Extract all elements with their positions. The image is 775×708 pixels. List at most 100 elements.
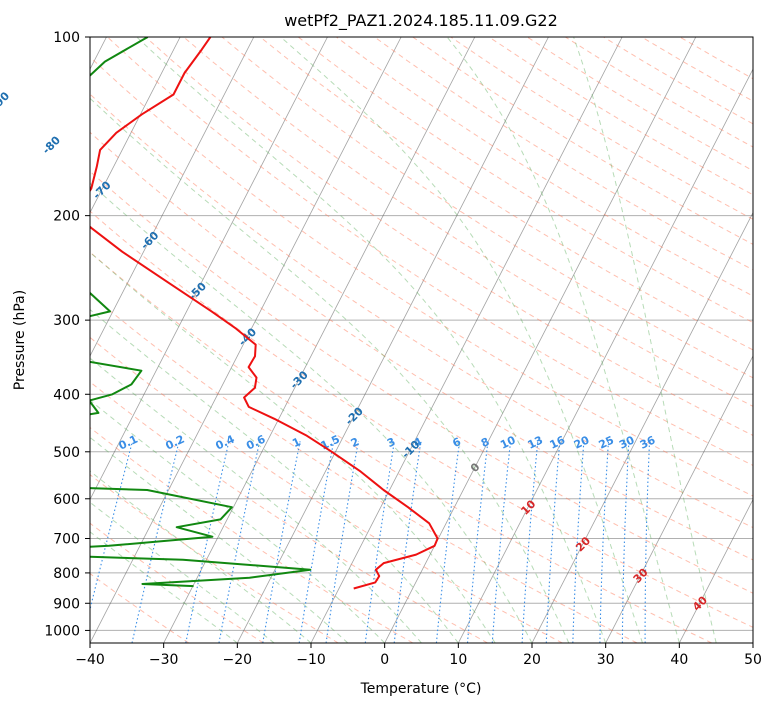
- mixing-ratio-line: [599, 441, 610, 643]
- mixing-ratio-line: [435, 441, 461, 643]
- moist-adiabat-line: [280, 37, 643, 643]
- isotherm-line: [531, 211, 753, 643]
- moist-adiabat-line: [90, 436, 349, 643]
- y-tick-label: 900: [53, 596, 80, 612]
- mixing-ratio-label: 25: [597, 433, 616, 451]
- mixing-ratio-label: 0.2: [163, 433, 186, 453]
- y-tick-label: 200: [53, 209, 80, 225]
- isotherm-line: [90, 37, 255, 357]
- isotherm-line: [605, 355, 753, 643]
- chart-title: wetPf2_PAZ1.2024.185.11.09.G22: [284, 11, 558, 31]
- isotherm-line: [90, 37, 328, 501]
- mixing-ratio-line: [491, 441, 512, 643]
- isotherm-label: 20: [573, 534, 593, 554]
- dry-adiabat-line: [90, 522, 264, 643]
- y-axis: 1000 900 800 700 600 500 400 300 200 100: [44, 30, 90, 639]
- dry-adiabat-line: [90, 251, 712, 643]
- moist-adiabat-line: [90, 531, 238, 643]
- mixing-ratio-label: 13: [526, 433, 545, 451]
- moist-adiabat-line: [90, 399, 386, 643]
- mixing-ratio-line: [131, 441, 180, 643]
- mixing-ratio-labels: 0.1 0.2 0.4 0.6 1 1.5 2 3 4 6 8 10 13 16 20 25 30 36: [117, 432, 658, 452]
- dry-adiabat-line: [259, 37, 753, 351]
- isotherm-label: -50: [186, 280, 209, 303]
- y-tick-label: 1000: [44, 623, 80, 639]
- isotherm-label: 40: [690, 593, 710, 613]
- y-tick-label: 400: [53, 387, 80, 403]
- x-tick-label: 50: [744, 652, 762, 668]
- mixing-ratio-line: [393, 441, 422, 643]
- x-tick-label: 40: [670, 652, 688, 668]
- isotherm-line: [457, 68, 753, 643]
- dry-adiabat-line: [297, 37, 753, 324]
- dry-adiabat-line: [183, 37, 753, 407]
- mixing-ratio-label: 6: [450, 435, 463, 450]
- y-tick-label: 100: [53, 30, 80, 46]
- isotherm-line: [384, 37, 697, 643]
- background-lines: [90, 37, 753, 643]
- isotherm-line: [752, 642, 753, 643]
- dry-adiabat-line: [90, 573, 190, 643]
- dry-adiabat-line: [374, 37, 753, 271]
- isotherm-line: [678, 498, 753, 643]
- mixing-ratio-line: [466, 441, 489, 643]
- dry-adiabat-line: [221, 37, 753, 379]
- isotherm-label: -60: [138, 229, 161, 252]
- mixing-ratio-label: 8: [479, 435, 491, 450]
- mixing-ratio-line: [521, 441, 539, 643]
- mixing-ratio-line: [621, 441, 630, 643]
- dry-adiabat-line: [488, 37, 753, 196]
- moist-adiabat-line: [446, 37, 680, 643]
- isotherm-label: -90: [0, 89, 12, 112]
- isotherm-line: [236, 37, 549, 643]
- moist-adiabat-line: [90, 251, 496, 643]
- dry-adiabat-line: [603, 37, 753, 125]
- x-tick-label: −30: [149, 652, 179, 668]
- dry-adiabat-line: [90, 426, 414, 643]
- isotherm-label: -80: [40, 133, 63, 156]
- x-tick-label: 30: [597, 652, 615, 668]
- y-tick-label: 500: [53, 445, 80, 461]
- x-tick-label: 10: [449, 652, 467, 668]
- isotherm-line: [310, 37, 623, 643]
- mixing-ratio-label: 20: [572, 433, 592, 451]
- x-axis: −40 −30 −20 −10 0 10 20 30 40 50: [75, 643, 762, 668]
- moist-adiabat-line: [90, 182, 533, 643]
- isotherm-label: -30: [288, 368, 311, 391]
- mixing-ratio-line: [325, 441, 359, 643]
- moist-adiabat-line: [90, 357, 422, 643]
- dewpoint-profile-line: [90, 37, 312, 588]
- moist-adiabat-line: [573, 37, 717, 643]
- mixing-ratio-label: 36: [638, 433, 658, 451]
- mixing-ratio-line: [545, 441, 561, 643]
- dry-adiabat-line: [90, 210, 753, 628]
- dry-adiabat-line: [641, 37, 753, 102]
- moist-adiabat-line: [136, 37, 607, 643]
- mixing-ratio-line: [644, 441, 651, 643]
- x-tick-label: 20: [523, 652, 541, 668]
- mixing-ratio-line: [90, 441, 133, 612]
- x-tick-label: −40: [75, 652, 105, 668]
- mixing-ratio-line: [262, 441, 301, 643]
- dry-adiabat-line: [90, 56, 753, 497]
- y-axis-title: Pressure (hPa): [12, 290, 28, 390]
- mixing-ratio-line: [218, 441, 261, 643]
- x-tick-label: 0: [380, 652, 389, 668]
- isotherm-label: 30: [631, 566, 651, 586]
- dry-adiabat-line: [679, 37, 753, 80]
- mixing-ratio-label: 16: [548, 433, 568, 451]
- mixing-ratio-label: 0.1: [117, 433, 140, 453]
- y-tick-label: 700: [53, 532, 80, 548]
- x-axis-title: Temperature (°C): [360, 681, 482, 697]
- y-tick-label: 600: [53, 492, 80, 508]
- y-tick-label: 800: [53, 566, 80, 582]
- dry-adiabat-line: [90, 93, 753, 529]
- moist-adiabat-line: [90, 470, 312, 643]
- mixing-ratio-line: [364, 441, 395, 643]
- isotherm-label: -20: [343, 404, 366, 427]
- mixing-ratio-label: 30: [617, 433, 637, 451]
- dry-adiabat-line: [90, 336, 563, 643]
- dry-adiabat-line: [336, 37, 753, 297]
- mixing-ratio-label: 2: [349, 435, 361, 450]
